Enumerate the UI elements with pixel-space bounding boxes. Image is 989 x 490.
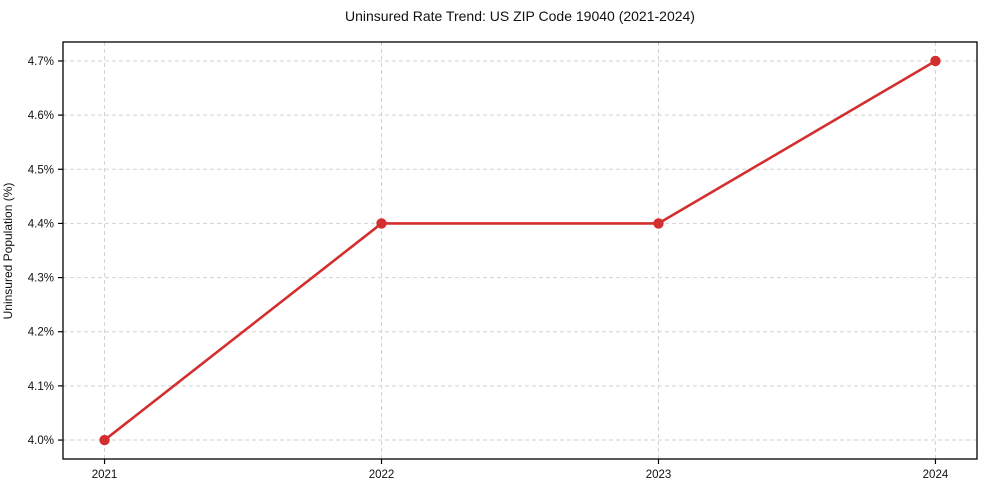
data-line [103,59,937,442]
chart-title: Uninsured Rate Trend: US ZIP Code 19040 … [345,8,695,24]
y-tick-label: 4.3% [28,273,54,285]
y-tick-label: 4.0% [28,435,54,447]
x-tick-label: 2023 [646,469,672,481]
y-tick-label: 4.5% [28,164,54,176]
x-tick-label: 2022 [369,469,395,481]
y-tick-label: 4.6% [28,110,54,122]
x-tick-label: 2024 [923,469,949,481]
plot-border [62,41,978,460]
y-tick-label: 4.2% [28,327,54,339]
data-point [376,218,387,229]
y-tick-label: 4.7% [28,56,54,68]
data-point [930,55,941,67]
y-tick-label: 4.1% [28,381,54,393]
y-tick-label: 4.4% [28,218,54,230]
x-tick-label: 2021 [92,469,118,481]
data-point [653,218,664,229]
data-point [99,434,110,446]
